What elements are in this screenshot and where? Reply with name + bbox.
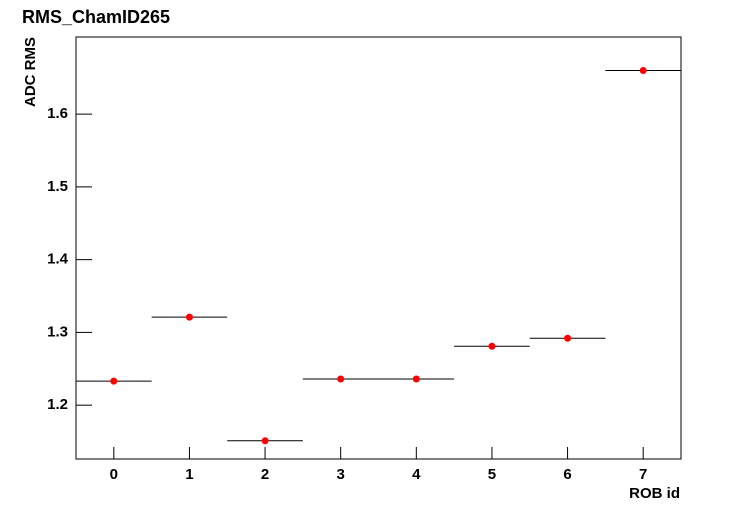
x-axis-label: ROB id [629, 485, 680, 502]
x-tick-label: 4 [412, 466, 421, 483]
y-tick-label: 1.2 [47, 396, 68, 413]
point [488, 342, 496, 350]
point [185, 313, 193, 321]
y-axis-label: ADC RMS [22, 37, 39, 107]
x-tick-label: 5 [488, 466, 496, 483]
point [337, 375, 345, 383]
point [412, 375, 420, 383]
plot-frame [75, 36, 682, 460]
point [261, 437, 269, 445]
point [564, 334, 572, 342]
x-tick-label: 1 [185, 466, 193, 483]
x-tick-label: 6 [563, 466, 571, 483]
y-tick-label: 1.4 [47, 251, 69, 268]
point [110, 377, 118, 385]
x-tick-label: 7 [639, 466, 647, 483]
chart-title: RMS_ChamID265 [22, 7, 170, 27]
y-tick-label: 1.3 [47, 323, 68, 340]
y-tick-label: 1.6 [47, 105, 68, 122]
x-tick-label: 0 [110, 466, 118, 483]
y-tick-label: 1.5 [47, 178, 68, 195]
x-tick-label: 3 [337, 466, 345, 483]
x-tick-label: 2 [261, 466, 269, 483]
point [639, 66, 647, 74]
